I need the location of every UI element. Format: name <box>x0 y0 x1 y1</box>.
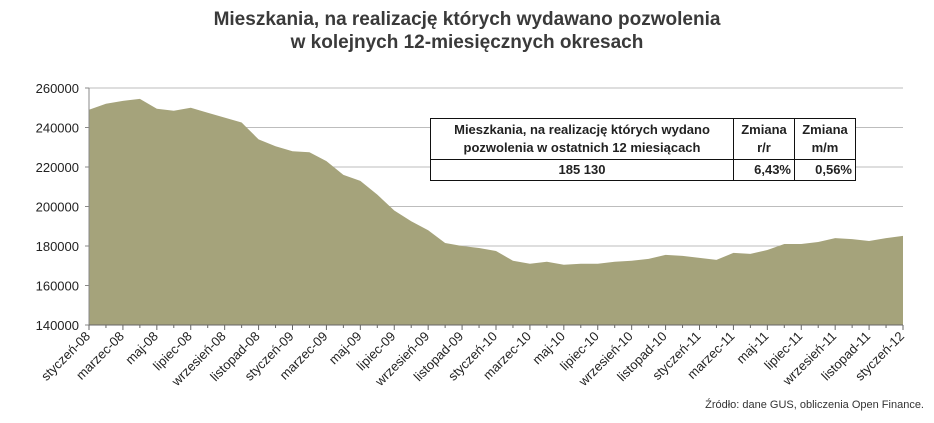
y-tick-label: 260000 <box>36 81 79 96</box>
chart-title-line-2: w kolejnych 12-miesięcznych okresach <box>290 32 644 53</box>
info-header-description: Mieszkania, na realizację których wydano… <box>430 118 734 160</box>
y-tick-label: 240000 <box>36 121 79 136</box>
info-value-yoy: 6,43% <box>733 159 795 181</box>
chart-title-line-1: Mieszkania, na realizację których wydawa… <box>213 9 721 30</box>
info-table: Mieszkania, na realizację których wydano… <box>430 118 856 181</box>
y-tick-label: 200000 <box>36 200 79 215</box>
y-tick-label: 160000 <box>36 279 79 294</box>
y-tick-label: 180000 <box>36 239 79 254</box>
area-series <box>89 98 903 325</box>
info-value-main: 185 130 <box>430 159 734 181</box>
chart-title: Mieszkania, na realizację których wydawa… <box>0 8 934 54</box>
info-header-mom: Zmiana m/m <box>794 118 856 160</box>
info-header-yoy: Zmiana r/r <box>733 118 795 160</box>
source-note: Źródło: dane GUS, obliczenia Open Financ… <box>705 399 924 411</box>
y-tick-label: 140000 <box>36 318 79 333</box>
info-value-mom: 0,56% <box>794 159 856 181</box>
y-tick-label: 220000 <box>36 160 79 175</box>
